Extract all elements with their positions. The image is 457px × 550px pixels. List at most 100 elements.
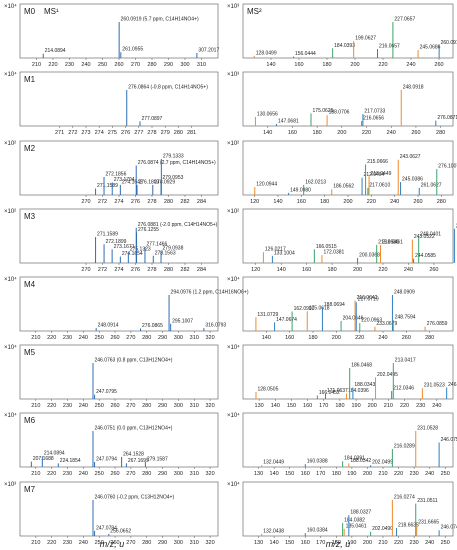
x-tick-label: 240 [425, 540, 434, 546]
x-tick-label: 170 [316, 540, 325, 546]
x-tick-label: 278 [147, 130, 156, 136]
intensity-scale-label: ×10⁴ [227, 412, 240, 419]
x-tick-label: 230 [410, 471, 419, 477]
peak-label: 224.1854 [60, 458, 81, 464]
peak-label: 276.0864 (-0.8 ppm, C14H14NO5+) [128, 85, 208, 91]
spectrum-panel-m7-ms2: ×10⁴ 130 140 150 160 170 180 190 200 210 220 230 240… [227, 481, 457, 546]
x-tick-label: 270 [131, 62, 140, 68]
intensity-scale-label: ×10⁴ [4, 276, 17, 283]
x-tick-label: 284 [197, 267, 206, 273]
x-tick-label: 220 [367, 199, 376, 205]
peak-label: 126.0217 [265, 247, 286, 253]
peak-label: 279.0953 [163, 175, 184, 181]
peak-label: 294.0976 (1.2 ppm, C14H16NO6+) [171, 290, 249, 296]
x-tick-label: 210 [32, 62, 41, 68]
plot-frame [19, 344, 219, 400]
x-tick-label: 280 [142, 471, 151, 477]
x-tick-label: 140 [266, 62, 275, 68]
intensity-scale-label: ×10⁴ [4, 71, 17, 78]
x-tick-label: 130 [254, 540, 263, 546]
intensity-scale-label: ×10⁴ [4, 3, 17, 10]
spectrum-panel-m1-ms1: ×10⁴ M1 271 272 273 274 275 276 277 278 279 280 281 2… [4, 71, 219, 136]
peak-label: 248.0918 [403, 85, 424, 91]
peak-label: 215.0666 [367, 159, 388, 165]
spectrum-panel-m6-ms1: ×10⁴ M6 210 220 230 240 250 260 270 280 290 300 310 3… [4, 412, 219, 477]
x-tick-label: 274 [95, 130, 104, 136]
x-tick-label: 280 [164, 199, 173, 205]
x-tick-label: 210 [31, 540, 40, 546]
x-tick-label: 230 [63, 471, 72, 477]
peak-label: 316.0793 [205, 323, 226, 329]
peak-label: 246.0766 [448, 382, 457, 388]
peak-label: 274.1642 [122, 179, 143, 185]
x-tick-label: 282 [180, 267, 189, 273]
x-tick-label: 310 [190, 540, 199, 546]
intensity-scale-label: ×10² [4, 209, 16, 215]
peak-label: 216.0642 [357, 295, 378, 301]
peak-label: 218.0461 [382, 240, 403, 246]
peak-label: 166.0452 [319, 390, 340, 396]
x-tick-label: 274 [114, 267, 123, 273]
plot-frame [19, 481, 219, 537]
peak-label: 248.7594 [395, 315, 416, 321]
peak-label: 200.0368 [359, 252, 380, 258]
peak-label: 204.0646 [343, 315, 364, 321]
peak-label: 218.0449 [371, 171, 392, 177]
x-tick-label: 160 [285, 335, 294, 341]
peak-label: 128.0505 [258, 386, 279, 392]
x-tick-label: 250 [441, 471, 450, 477]
peak-label: 245.0386 [402, 177, 423, 183]
x-tick-label: 281 [187, 130, 196, 136]
peak-label: 272.1899 [106, 239, 127, 245]
x-tick-label: 220 [378, 62, 387, 68]
peak-label: 184.0396 [348, 388, 369, 394]
peak-label: 212.0494 [364, 172, 385, 178]
x-tick-label: 270 [126, 471, 135, 477]
x-tick-label: 240 [79, 540, 88, 546]
x-tick-label: 140 [270, 540, 279, 546]
x-tick-label: 220 [47, 403, 56, 409]
x-tick-label: 210 [378, 471, 387, 477]
peak-label: 277.1466 [146, 242, 167, 248]
peak-label: 246.0763 (0.8 ppm, C13H12NO4+) [94, 358, 172, 364]
x-tick-label: 140 [271, 403, 280, 409]
peak-label: 307.2017 [198, 47, 219, 53]
x-tick-label: 274 [114, 199, 123, 205]
intensity-scale-label: ×10⁴ [227, 344, 240, 351]
x-tick-label: 240 [390, 199, 399, 205]
peak-label: 247.0794 [96, 525, 117, 531]
peak-label: 212.0346 [393, 386, 414, 392]
peak-label: 243.0627 [400, 154, 421, 160]
peak-label: 264.1528 [123, 451, 144, 457]
peak-label: 261.0627 [421, 182, 442, 188]
peak-label: 132.0449 [263, 460, 284, 466]
x-tick-label: 200 [353, 267, 362, 273]
x-tick-label: 130 [254, 471, 263, 477]
x-tick-label: 220 [394, 540, 403, 546]
peak-label: 172.0381 [323, 250, 344, 256]
x-tick-label: 271 [55, 130, 64, 136]
x-tick-label: 160 [303, 403, 312, 409]
x-tick-label: 290 [158, 403, 167, 409]
x-tick-label: 276 [131, 199, 140, 205]
x-tick-label: 220 [378, 267, 387, 273]
x-tick-label: 170 [319, 403, 328, 409]
x-tick-label: 160 [288, 130, 297, 136]
x-tick-label: 210 [378, 540, 387, 546]
peak-label: 261.0955 [122, 47, 143, 53]
peak-label: 279.0938 [163, 245, 184, 251]
x-tick-label: 250 [95, 540, 104, 546]
x-tick-label: 320 [205, 335, 214, 341]
x-tick-label: 240 [79, 471, 88, 477]
spectrum-panel-m1-ms2: ×10³ 140 160 180 200 220 240 260 280 130.0656147.… [227, 71, 457, 136]
intensity-scale-label: ×10² [227, 141, 239, 147]
x-tick-label: 180 [335, 403, 344, 409]
peak-label: 277.0897 [141, 116, 162, 122]
peak-label: 130.0656 [257, 112, 278, 118]
x-tick-label: 250 [95, 335, 104, 341]
peak-label: 276.0865 [142, 323, 163, 329]
x-tick-label: 250 [95, 403, 104, 409]
peak-label: 248.0914 [98, 323, 119, 329]
x-tick-label: 280 [147, 62, 156, 68]
x-tick-label: 140 [270, 471, 279, 477]
